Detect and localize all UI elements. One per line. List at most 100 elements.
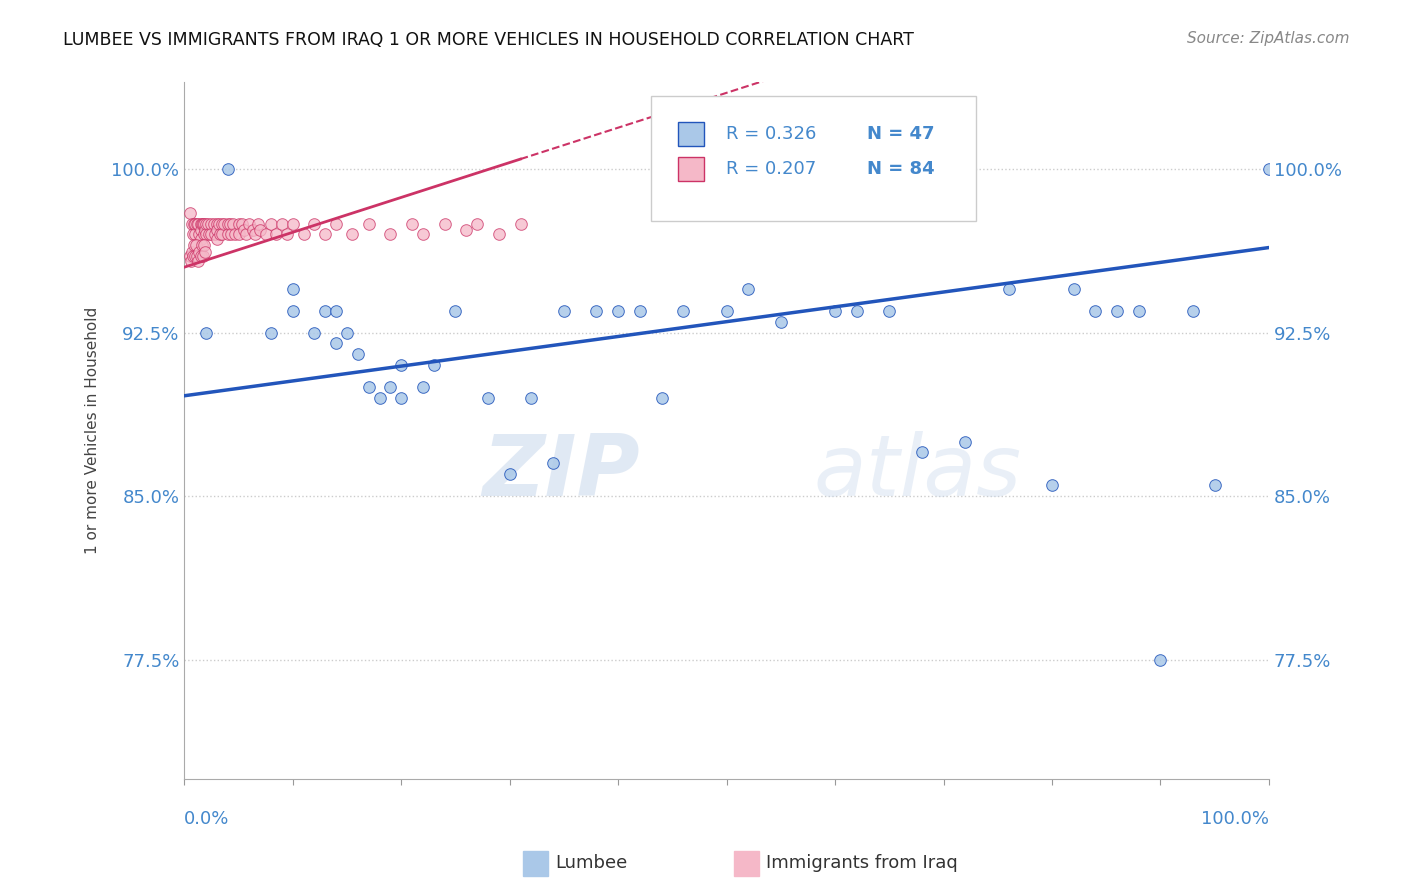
Point [187,217,209,231]
Point [205,232,228,246]
Point [304,326,326,340]
Point [219,227,242,242]
Point [672,303,695,318]
Point [197,217,219,231]
Point [314,303,336,318]
Point [650,391,672,405]
Point [181,249,204,263]
Point [208,217,231,231]
Text: Lumbee: Lumbee [555,855,627,872]
Text: Immigrants from Iraq: Immigrants from Iraq [766,855,957,872]
Point [186,249,208,263]
Point [232,223,254,237]
Point [520,391,543,405]
Point [585,303,607,318]
Text: N = 84: N = 84 [868,160,935,178]
Point [214,217,236,231]
Point [1107,303,1129,318]
Point [824,303,846,318]
Point [1258,162,1281,177]
Point [270,217,292,231]
Point [190,217,212,231]
Point [180,244,202,259]
Point [477,391,499,405]
Point [607,303,630,318]
Text: 100.0%: 100.0% [1201,810,1270,828]
Point [465,217,488,231]
Point [190,238,212,252]
Point [281,303,304,318]
Text: ZIP: ZIP [482,431,640,514]
Point [389,358,412,372]
Point [184,249,207,263]
Point [205,217,228,231]
Point [194,223,217,237]
Y-axis label: 1 or more Vehicles in Household: 1 or more Vehicles in Household [86,307,100,554]
Point [183,238,205,252]
Point [380,380,402,394]
Point [955,434,977,449]
Point [260,217,283,231]
Point [190,249,212,263]
Point [243,227,266,242]
Point [224,227,246,242]
Point [231,217,253,231]
Point [228,227,250,242]
Point [249,223,271,237]
Point [389,391,412,405]
Point [325,217,347,231]
Point [202,217,225,231]
Point [180,253,202,268]
Point [433,217,456,231]
Point [1084,303,1107,318]
Point [200,227,222,242]
Point [357,380,380,394]
Point [205,223,228,237]
Point [1128,303,1150,318]
Point [541,456,564,470]
Point [179,249,201,263]
Point [444,303,467,318]
Point [194,326,217,340]
Point [1149,652,1171,666]
Text: N = 47: N = 47 [868,125,935,144]
Point [1040,478,1063,492]
Point [183,217,205,231]
Point [190,232,212,246]
Point [281,217,304,231]
Point [188,244,211,259]
Point [380,227,402,242]
Point [737,282,759,296]
Point [228,217,250,231]
Point [186,217,208,231]
Point [190,217,212,231]
Point [281,282,304,296]
Point [217,217,239,231]
Point [368,391,391,405]
Point [1182,303,1205,318]
Point [209,227,232,242]
Point [911,445,934,459]
Point [879,303,901,318]
Text: Source: ZipAtlas.com: Source: ZipAtlas.com [1187,31,1350,46]
Text: LUMBEE VS IMMIGRANTS FROM IRAQ 1 OR MORE VEHICLES IN HOUSEHOLD CORRELATION CHART: LUMBEE VS IMMIGRANTS FROM IRAQ 1 OR MORE… [63,31,914,49]
Point [509,217,531,231]
Point [276,227,298,242]
Point [235,227,257,242]
Point [628,303,651,318]
Point [180,217,202,231]
Point [498,467,520,482]
Point [346,347,368,361]
Point [217,227,239,242]
Point [217,162,239,177]
Point [845,303,868,318]
Point [401,217,423,231]
Point [211,227,233,242]
Point [181,227,204,242]
Point [997,282,1019,296]
Point [342,227,364,242]
Point [179,205,201,219]
Point [412,227,434,242]
Point [1063,282,1085,296]
Point [194,244,217,259]
